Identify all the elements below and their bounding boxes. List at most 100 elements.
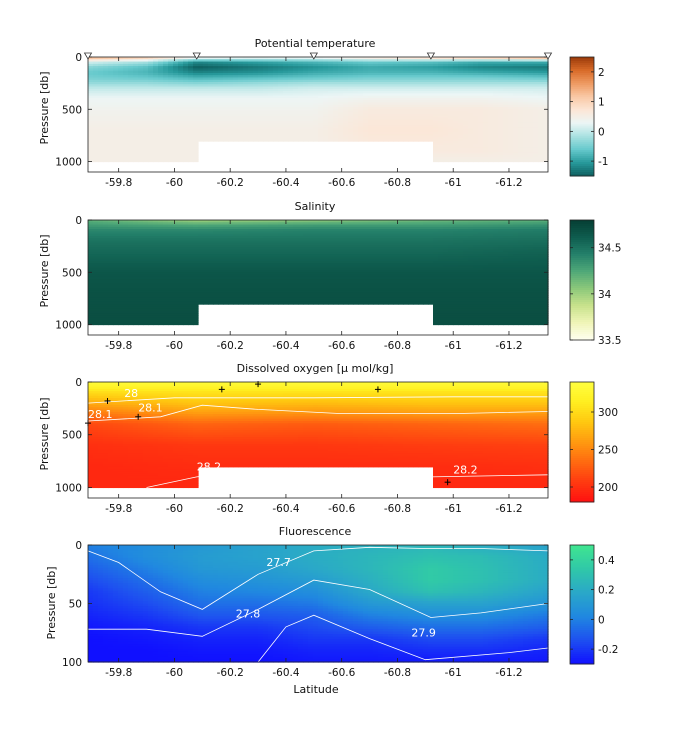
field-cell [503, 159, 509, 162]
field-cell [318, 139, 324, 142]
field-cell [208, 139, 214, 142]
field-cell [278, 139, 284, 142]
field-cell [518, 159, 524, 162]
field-cell [378, 139, 384, 142]
field-cell [173, 322, 179, 325]
field-cell [368, 139, 374, 142]
field-cell [398, 139, 404, 142]
field-cell [358, 139, 364, 142]
field-cell [508, 159, 514, 162]
field-cell [283, 139, 289, 142]
field-cell [163, 159, 169, 162]
field-cell [138, 159, 144, 162]
field-cell [113, 322, 119, 325]
field-cell [313, 139, 319, 142]
colorbar-tick-label: 1 [598, 97, 605, 109]
field-cell [403, 139, 409, 142]
x-tick-label: -60.6 [328, 177, 355, 189]
field-cell [118, 322, 124, 325]
colorbar-tick-label: -1 [598, 156, 608, 168]
field-cell [143, 159, 149, 162]
field-cell [438, 159, 444, 162]
x-tick-label: -61 [445, 177, 462, 189]
field-cell [408, 139, 414, 142]
field-cell [213, 139, 219, 142]
field-layer [88, 57, 549, 162]
field-cell [363, 139, 369, 142]
x-tick-label: -59.8 [105, 177, 132, 189]
field-cell [128, 159, 134, 162]
field-cell [423, 139, 429, 142]
field-cell [253, 139, 259, 142]
field-cell [188, 159, 194, 162]
field-cell [98, 322, 104, 325]
field-cell [433, 159, 439, 162]
field-cell [493, 159, 499, 162]
field-cell [443, 159, 449, 162]
field-cell [148, 322, 154, 325]
field-cell [203, 139, 209, 142]
field-cell [513, 159, 519, 162]
field-cell [538, 159, 544, 162]
panel-potential-temperature: Potential temperature -59.8 -60 -60.2 -60.4… [38, 37, 608, 189]
field-cell [488, 159, 494, 162]
field-cell [323, 139, 329, 142]
field-cell [143, 322, 149, 325]
field-cell [333, 139, 339, 142]
field-cell [133, 159, 139, 162]
field-cell [453, 159, 459, 162]
panel-title: Salinity [295, 200, 336, 213]
field-cell [108, 159, 114, 162]
y-tick-label: 500 [62, 104, 82, 116]
field-cell [198, 139, 204, 142]
x-tick-label: -60.2 [217, 177, 244, 189]
field-cell [293, 139, 299, 142]
field-cell [388, 139, 394, 142]
field-cell [188, 322, 194, 325]
colorbar: 210-1 [570, 57, 608, 177]
x-tick-label: -61.2 [495, 177, 522, 189]
field-cell [218, 139, 224, 142]
field-cell [193, 159, 199, 162]
x-tick-label: -60.8 [384, 177, 411, 189]
field-cell [178, 159, 184, 162]
field-cell [468, 159, 474, 162]
y-axis-label: Pressure [db] [38, 71, 51, 144]
field-cell [243, 139, 249, 142]
field-cell [308, 139, 314, 142]
panel-salinity: Salinity -59.8 -60 -60.2 -60.4 -60.6 -60.8 -61… [38, 200, 621, 352]
field-cell [103, 322, 109, 325]
field-cell [248, 139, 254, 142]
field-cell [133, 322, 139, 325]
field-cell [268, 139, 274, 142]
field-cell [138, 322, 144, 325]
x-tick-label: -60.4 [272, 177, 299, 189]
field-cell [483, 159, 489, 162]
field-cell [428, 139, 434, 142]
field-cell [228, 139, 234, 142]
y-tick-label: 0 [75, 52, 82, 64]
field-cell [198, 302, 204, 305]
field-cell [448, 159, 454, 162]
field-cell [393, 139, 399, 142]
field-cell [298, 139, 304, 142]
field-cell [418, 139, 424, 142]
field-cell [103, 159, 109, 162]
field-cell [173, 159, 179, 162]
field-cell [473, 159, 479, 162]
field-cell [93, 159, 99, 162]
field-cell [168, 322, 174, 325]
field-cell [373, 139, 379, 142]
field-cell [193, 322, 199, 325]
field-cell [383, 139, 389, 142]
field-cell [168, 159, 174, 162]
field-cell [178, 322, 184, 325]
field-cell [258, 139, 264, 142]
field-cell [123, 159, 129, 162]
field-cell [183, 322, 189, 325]
field-cell [303, 139, 309, 142]
field-cell [463, 159, 469, 162]
field-cell [533, 159, 539, 162]
field-cell [478, 159, 484, 162]
